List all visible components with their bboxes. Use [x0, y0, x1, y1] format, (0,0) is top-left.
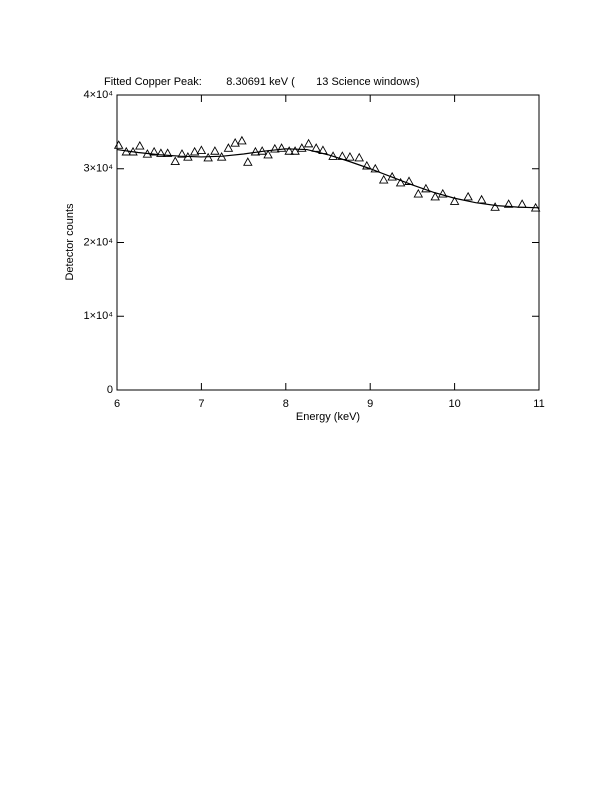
data-point [284, 146, 294, 155]
data-point [237, 135, 247, 145]
data-point [203, 152, 213, 162]
data-point [395, 177, 406, 187]
x-tick-label: 6 [114, 398, 120, 410]
data-point [230, 138, 240, 147]
data-point [196, 145, 207, 154]
data-point [270, 143, 280, 153]
data-point [216, 152, 227, 161]
data-point [438, 188, 448, 198]
data-point [362, 160, 372, 170]
data-point [210, 146, 220, 155]
y-tick-label: 3×10⁴ [83, 163, 113, 175]
data-point [463, 191, 473, 201]
data-point [387, 171, 397, 181]
data-point [404, 176, 414, 185]
x-tick-label: 8 [283, 398, 289, 410]
data-point [223, 143, 234, 152]
data-point [142, 149, 153, 158]
data-point [421, 183, 431, 193]
data-point [517, 199, 527, 208]
data-point [128, 146, 138, 156]
data-point [476, 194, 487, 204]
data-point [311, 143, 321, 152]
data-point [177, 149, 187, 158]
y-axis-label: Detector counts [64, 203, 76, 281]
data-point [170, 156, 181, 166]
data-point [503, 199, 514, 208]
data-point [156, 148, 166, 157]
x-tick-label: 9 [367, 398, 373, 410]
data-point [345, 152, 355, 161]
data-point [189, 146, 200, 156]
y-tick-label: 0 [107, 384, 113, 396]
data-point [378, 174, 389, 184]
data-point [290, 146, 300, 155]
x-tick-label: 11 [533, 398, 544, 410]
data-point [318, 145, 328, 154]
y-tick-label: 4×10⁴ [83, 89, 113, 101]
data-point [113, 140, 124, 149]
chart-title: Fitted Copper Peak: 8.30691 keV ( 13 Sci… [104, 76, 420, 88]
data-point [162, 148, 173, 157]
data-point [297, 143, 307, 152]
data-point [337, 151, 348, 160]
data-point [263, 149, 273, 159]
data-point [121, 146, 132, 156]
x-axis-label: Energy (keV) [296, 411, 360, 423]
data-point [276, 143, 287, 152]
data-point [149, 146, 159, 156]
y-tick-label: 1×10⁴ [83, 310, 113, 322]
x-tick-label: 7 [198, 398, 204, 410]
data-point [135, 140, 145, 150]
data-point [490, 202, 500, 211]
data-point [370, 163, 381, 173]
x-tick-label: 10 [448, 398, 460, 410]
data-point [530, 202, 541, 212]
data-point [243, 157, 253, 166]
data-point [328, 151, 338, 160]
data-point [449, 196, 460, 205]
data-point [354, 152, 364, 162]
y-tick-label: 2×10⁴ [83, 236, 113, 248]
data-point [250, 146, 261, 156]
data-point [257, 146, 267, 155]
fit-line [116, 148, 540, 209]
data-point [413, 188, 424, 198]
data-point [430, 191, 440, 201]
data-point [183, 152, 193, 161]
data-point [303, 138, 314, 148]
